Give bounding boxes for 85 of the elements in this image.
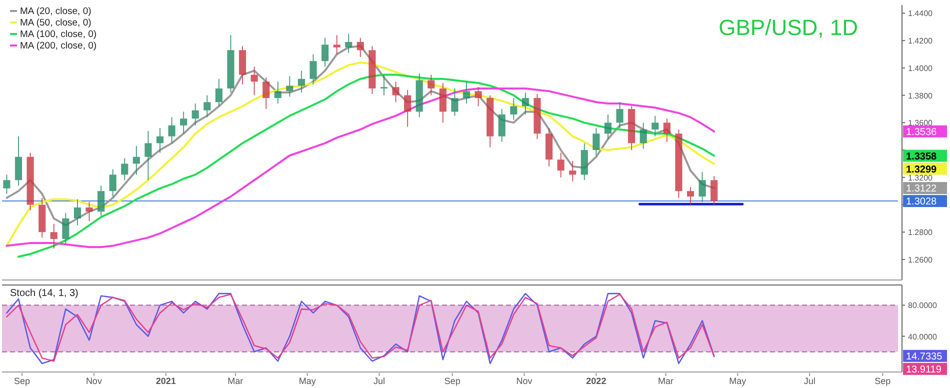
x-tick-label: 2022 [586, 376, 606, 386]
legend-label: MA (50, close, 0) [20, 18, 92, 28]
candlestick [168, 116, 176, 144]
y-tick-label: 1.4200 [908, 36, 934, 46]
candlestick [156, 128, 164, 154]
candlestick [86, 202, 93, 222]
text: 1.3122 [906, 184, 938, 195]
y-tick-label: 1.2600 [908, 255, 934, 264]
candlestick [474, 86, 482, 107]
y-tick-label: 1.4000 [908, 64, 934, 73]
candlestick [14, 136, 22, 186]
text: 1.3299 [906, 164, 938, 176]
candlestick [710, 176, 718, 206]
chart-title: Stoch (14, 1, 3) [10, 288, 78, 299]
candlestick [698, 171, 706, 203]
candlestick [132, 145, 140, 176]
candlestick [144, 130, 152, 181]
text: 1.3536 [906, 127, 938, 138]
candlestick [392, 81, 400, 103]
candlestick [522, 92, 529, 115]
candlestick [557, 152, 564, 178]
candlestick [50, 223, 58, 250]
y-tick-label: 80.0000 [908, 301, 938, 310]
candlestick [62, 212, 70, 245]
candlestick [180, 111, 188, 134]
x-tick-label: May [298, 376, 316, 386]
candlestick [428, 74, 435, 96]
ref-line-label: 1.3028 [906, 196, 938, 208]
x-tick-label: Jul [374, 376, 386, 386]
candlestick [121, 158, 128, 181]
candlestick [192, 103, 199, 126]
candlestick [686, 186, 694, 206]
candlestick [592, 128, 600, 156]
x-tick-label: Nov [86, 376, 102, 386]
candlestick [274, 81, 282, 104]
x-tick-label: Sep [444, 376, 460, 386]
y-tick-label: 1.3600 [908, 118, 934, 128]
candlestick [310, 54, 317, 85]
text: 13.9119 [906, 364, 942, 376]
candlestick [604, 114, 612, 140]
candlestick [404, 89, 412, 128]
legend-label: MA (200, close, 0) [20, 40, 97, 52]
candlestick [569, 160, 576, 182]
candlestick [451, 88, 458, 116]
candlestick [652, 115, 659, 137]
candlestick [616, 102, 624, 129]
text: GBP/USD, 1D [718, 15, 858, 40]
candlestick [74, 198, 81, 226]
x-tick-label: Sep [874, 376, 891, 386]
x-tick-label: Sep [14, 376, 30, 386]
x-tick-label: Nov [516, 376, 533, 386]
candlestick [3, 174, 10, 194]
candlestick [640, 122, 647, 150]
legend-label: MA (20, close, 0) [20, 6, 92, 17]
candlestick [356, 37, 364, 58]
candlestick [262, 77, 270, 110]
candlestick [286, 76, 294, 98]
candlestick [380, 74, 388, 96]
candlestick [321, 37, 329, 68]
x-tick-label: Mar [228, 376, 244, 386]
candlestick [204, 94, 211, 118]
candlestick [250, 66, 258, 96]
candlestick [109, 168, 116, 198]
x-tick-label: 2021 [156, 376, 176, 386]
candlestick [345, 33, 352, 54]
candlestick [215, 78, 222, 107]
text: 14.7335 [906, 351, 943, 362]
candlestick [498, 108, 506, 142]
candlestick [97, 185, 105, 216]
text: 1.3358 [906, 151, 938, 162]
y-tick-label: 1.4400 [908, 9, 934, 18]
y-tick-label: 1.3200 [908, 173, 934, 182]
legend-label: MA (100, close, 0) [20, 29, 97, 40]
x-tick-label: May [729, 376, 747, 386]
candlestick [663, 118, 670, 142]
y-tick-label: 1.3800 [908, 91, 934, 100]
y-tick-label: 40.0000 [908, 332, 938, 342]
candlestick [462, 81, 470, 104]
candlestick [298, 70, 305, 94]
candlestick [510, 98, 518, 120]
x-tick-label: Jul [804, 376, 816, 386]
candlestick [333, 34, 340, 55]
candlestick [439, 82, 446, 124]
x-tick-label: Mar [658, 376, 674, 386]
y-tick-label: 1.2800 [908, 228, 934, 238]
